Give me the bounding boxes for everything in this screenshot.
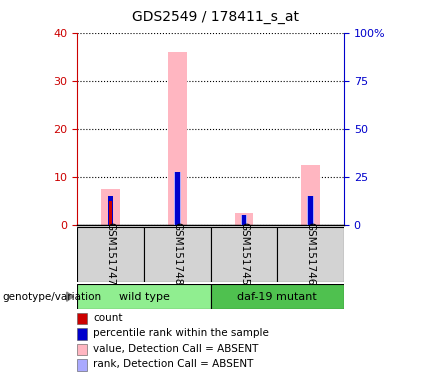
Text: GDS2549 / 178411_s_at: GDS2549 / 178411_s_at [132, 10, 298, 23]
Bar [168, 52, 187, 225]
Bar [77, 227, 144, 282]
Bar [211, 284, 344, 309]
Text: count: count [93, 313, 123, 323]
Bar [308, 196, 313, 225]
Bar [235, 213, 253, 225]
Text: daf-19 mutant: daf-19 mutant [237, 291, 317, 302]
Text: wild type: wild type [119, 291, 169, 302]
Polygon shape [67, 292, 74, 301]
Bar [301, 165, 320, 225]
Bar [242, 215, 246, 225]
Bar [175, 172, 180, 225]
Bar [77, 284, 211, 309]
Bar [307, 196, 314, 225]
Bar [109, 201, 112, 225]
Text: percentile rank within the sample: percentile rank within the sample [93, 328, 269, 338]
Text: value, Detection Call = ABSENT: value, Detection Call = ABSENT [93, 344, 259, 354]
Text: GSM151748: GSM151748 [172, 222, 182, 285]
Text: rank, Detection Call = ABSENT: rank, Detection Call = ABSENT [93, 359, 254, 369]
Bar [174, 172, 181, 225]
Bar [108, 196, 113, 225]
Bar [241, 215, 247, 225]
Text: GSM151747: GSM151747 [106, 222, 116, 285]
Bar [277, 227, 344, 282]
Bar [101, 189, 120, 225]
Bar [144, 227, 211, 282]
Text: genotype/variation: genotype/variation [2, 291, 101, 302]
Text: GSM151746: GSM151746 [306, 222, 316, 285]
Bar [211, 227, 277, 282]
Text: GSM151745: GSM151745 [239, 222, 249, 285]
